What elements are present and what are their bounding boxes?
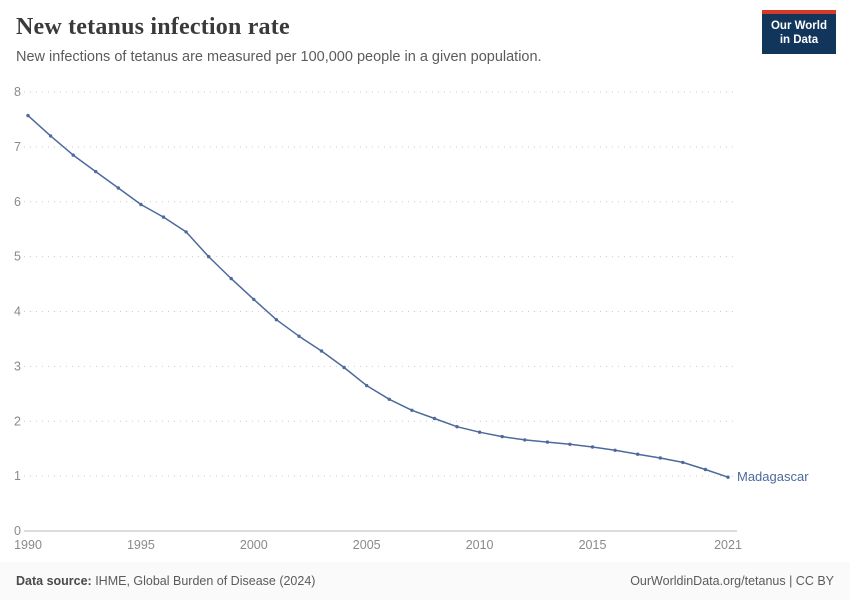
y-tick-label: 5: [14, 250, 21, 264]
data-point: [365, 383, 369, 388]
data-point: [545, 440, 550, 444]
data-point: [319, 349, 324, 353]
data-source: Data source: IHME, Global Burden of Dise…: [16, 574, 315, 588]
data-point: [94, 169, 98, 174]
y-tick-label: 4: [14, 305, 21, 319]
x-tick-label: 1990: [14, 538, 42, 552]
data-point: [681, 460, 685, 465]
data-point: [703, 467, 708, 472]
data-point: [48, 134, 53, 138]
data-point: [432, 416, 437, 421]
y-tick-label: 7: [14, 140, 21, 154]
chart-footer: Data source: IHME, Global Burden of Dise…: [0, 562, 850, 600]
y-tick-label: 3: [14, 359, 21, 373]
data-point: [590, 445, 595, 449]
data-point: [410, 408, 414, 412]
data-point: [387, 397, 391, 401]
data-point: [342, 365, 346, 370]
data-point: [500, 434, 504, 439]
x-tick-label: 2000: [240, 538, 268, 552]
chart-title: New tetanus infection rate: [16, 14, 290, 40]
owid-logo-line2: in Data: [779, 34, 819, 47]
x-tick-label: 2021: [714, 538, 742, 552]
data-point: [116, 186, 121, 190]
data-point: [229, 276, 233, 281]
data-point: [26, 113, 30, 118]
data-source-label: Data source:: [16, 574, 92, 588]
data-line: [27, 115, 729, 478]
data-point: [161, 215, 166, 219]
data-point: [523, 438, 527, 442]
data-point: [297, 334, 301, 338]
data-point: [455, 425, 459, 429]
y-tick-label: 8: [14, 85, 21, 99]
data-point: [252, 297, 256, 302]
data-point: [636, 452, 640, 456]
data-point: [568, 442, 572, 446]
y-tick-label: 1: [14, 469, 21, 483]
x-tick-label: 2015: [579, 538, 607, 552]
chart-header: New tetanus infection rate New infection…: [16, 14, 750, 65]
data-point: [658, 456, 662, 460]
data-point: [726, 475, 730, 479]
data-point: [274, 318, 279, 322]
owid-credit: OurWorldinData.org/tetanus | CC BY: [630, 574, 834, 588]
y-tick-label: 2: [14, 414, 21, 428]
chart-canvas: 0 1 2 3 4 5 6 7 8 1990 1995 2000 2005 2010 2015 2021 Mad…: [14, 85, 809, 552]
data-source-text: IHME, Global Burden of Disease (2024): [91, 574, 316, 588]
data-point: [206, 254, 211, 259]
data-point: [613, 448, 617, 452]
data-point: [139, 202, 143, 207]
x-tick-label: 1995: [127, 538, 155, 552]
entity-label: Madagascar: [737, 469, 809, 484]
data-point: [71, 153, 75, 157]
chart-subtitle: New infections of tetanus are measured p…: [16, 49, 542, 65]
y-tick-label: 6: [14, 195, 21, 209]
owid-logo: Our World in Data: [761, 10, 836, 54]
owid-logo-line1: Our World: [770, 20, 827, 32]
data-point: [477, 430, 482, 434]
x-tick-label: 2005: [353, 538, 381, 552]
x-tick-label: 2010: [466, 538, 494, 552]
y-tick-label: 0: [14, 524, 21, 538]
data-point: [184, 230, 188, 234]
